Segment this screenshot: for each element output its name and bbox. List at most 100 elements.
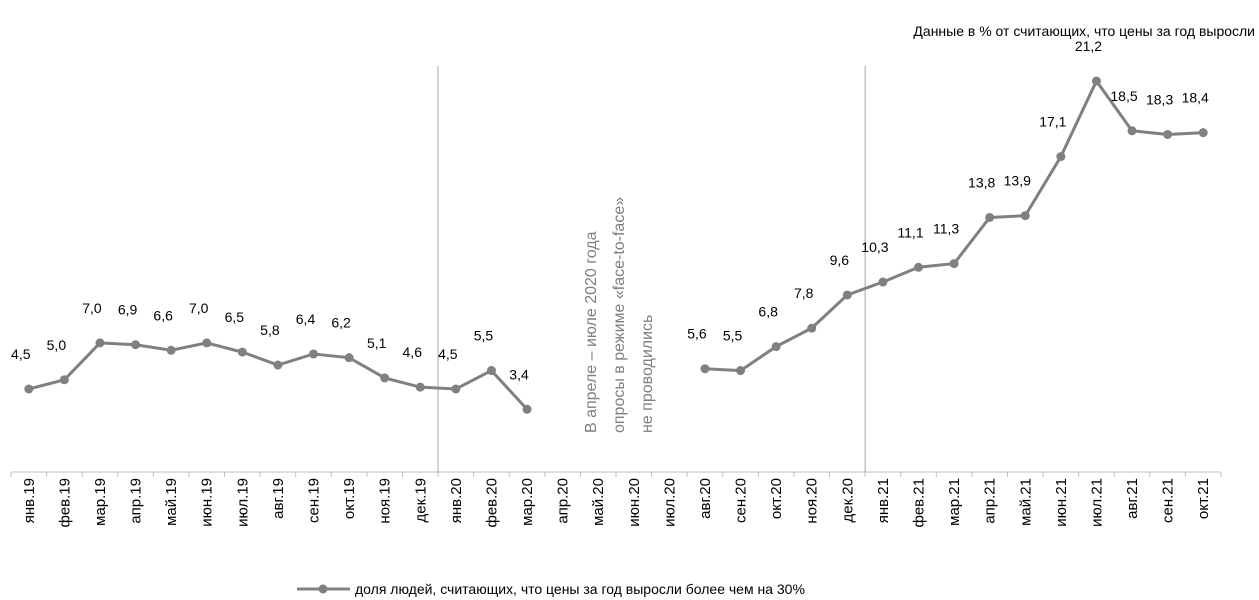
x-tick-label: фев.19 (56, 478, 73, 528)
marker (771, 342, 781, 352)
data-label: 4,5 (438, 346, 458, 362)
x-tick-label: дек.19 (412, 478, 429, 523)
marker (451, 384, 461, 394)
chart-subtitle: Данные в % от считающих, что цены за год… (913, 23, 1255, 39)
data-label: 18,4 (1182, 90, 1209, 106)
data-label: 6,4 (296, 311, 316, 327)
marker (59, 375, 69, 385)
marker (1091, 76, 1101, 86)
data-label: 17,1 (1039, 114, 1066, 130)
x-tick-label: сен.21 (1160, 478, 1177, 523)
x-tick-label: июн.20 (626, 478, 643, 527)
data-label: 13,8 (968, 174, 995, 190)
marker (842, 290, 852, 300)
marker (985, 212, 995, 222)
x-tick-label: апр.21 (982, 478, 999, 524)
x-tick-label: фев.21 (911, 478, 928, 528)
data-label: 13,9 (1004, 173, 1031, 189)
annotation: опросы в режиме «face-to-face» (611, 197, 628, 433)
x-tick-label: окт.21 (1195, 478, 1212, 519)
x-tick-label: авг.21 (1124, 478, 1141, 519)
x-tick-label: июл.19 (234, 478, 251, 527)
x-tick-label: сен.19 (306, 478, 323, 523)
x-tick-label: май.20 (590, 478, 607, 526)
data-label: 9,6 (830, 252, 850, 268)
marker (273, 360, 283, 370)
data-label: 6,8 (758, 304, 778, 320)
data-label: 5,6 (687, 326, 707, 342)
x-tick-label: июн.21 (1053, 478, 1070, 527)
marker (1056, 152, 1066, 162)
marker (807, 323, 817, 333)
marker (1127, 126, 1137, 136)
x-tick-label: янв.21 (875, 478, 892, 523)
x-tick-label: янв.19 (21, 478, 38, 523)
x-tick-label: фев.20 (483, 478, 500, 528)
x-tick-label: мар.20 (519, 478, 536, 526)
x-tick-label: дек.20 (839, 478, 856, 523)
x-tick-label: май.19 (163, 478, 180, 526)
x-tick-label: апр.20 (555, 478, 572, 524)
marker (237, 347, 247, 357)
legend-marker (318, 584, 328, 594)
x-tick-label: авг.19 (270, 478, 287, 519)
legend-label: доля людей, считающих, что цены за год в… (355, 581, 805, 597)
x-tick-label: авг.20 (697, 478, 714, 519)
x-tick-label: окт.19 (341, 478, 358, 519)
marker (1198, 128, 1208, 138)
data-label: 3,4 (509, 366, 529, 382)
data-label: 6,6 (153, 307, 173, 323)
marker (309, 349, 318, 359)
marker (131, 340, 141, 350)
x-tick-label: июн.19 (199, 478, 216, 527)
data-label: 21,2 (1075, 38, 1102, 54)
data-label: 5,1 (367, 335, 387, 351)
data-label: 7,8 (794, 285, 814, 301)
data-label: 10,3 (861, 239, 888, 255)
x-tick-label: июл.21 (1088, 478, 1105, 527)
data-label: 6,9 (118, 302, 138, 318)
data-label: 18,5 (1110, 88, 1137, 104)
x-tick-label: ноя.19 (377, 478, 394, 524)
marker (1163, 129, 1173, 139)
marker (914, 262, 923, 272)
annotation: В апреле – июле 2020 года (583, 231, 600, 433)
data-label: 11,3 (933, 221, 959, 237)
marker (166, 345, 176, 355)
x-tick-label: мар.21 (946, 478, 963, 526)
data-label: 6,2 (331, 315, 351, 331)
marker (736, 366, 746, 376)
x-tick-label: мар.19 (92, 478, 109, 526)
data-label: 7,0 (189, 300, 209, 316)
data-label: 4,6 (403, 344, 423, 360)
marker (380, 373, 390, 383)
x-tick-label: май.21 (1017, 478, 1034, 526)
data-label: 11,1 (897, 224, 923, 240)
x-tick-label: апр.19 (128, 478, 145, 524)
x-tick-label: июл.20 (661, 478, 678, 527)
marker (878, 277, 888, 287)
data-label: 5,8 (260, 322, 280, 338)
x-tick-label: сен.20 (733, 478, 750, 523)
marker (202, 338, 212, 348)
data-label: 5,0 (47, 337, 67, 353)
x-tick-label: янв.20 (448, 478, 465, 523)
marker (486, 366, 496, 376)
marker (1020, 211, 1030, 221)
annotation: не проводились (639, 315, 656, 433)
x-tick-label: окт.20 (768, 478, 785, 519)
marker (95, 338, 105, 348)
data-label: 18,3 (1146, 91, 1173, 107)
marker (24, 384, 34, 394)
marker (522, 404, 532, 414)
marker (949, 259, 959, 269)
data-label: 7,0 (82, 300, 102, 316)
marker (415, 382, 425, 392)
data-label: 5,5 (723, 328, 743, 344)
marker (344, 353, 354, 363)
x-tick-label: ноя.20 (804, 478, 821, 524)
data-label: 4,5 (11, 346, 31, 362)
marker (700, 364, 710, 374)
data-label: 6,5 (225, 309, 245, 325)
